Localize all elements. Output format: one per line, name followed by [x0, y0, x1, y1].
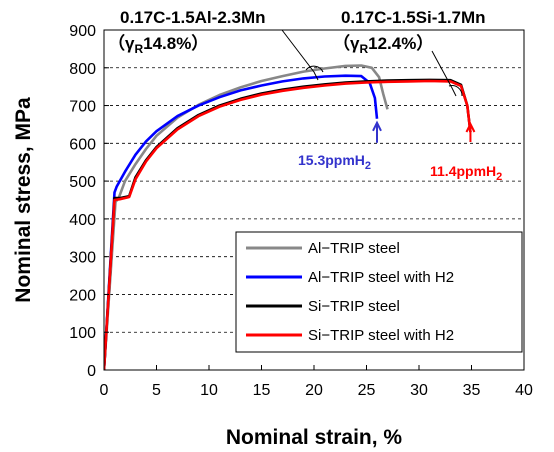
- y-tick-label: 0: [87, 363, 96, 380]
- al-gamma: （γ: [108, 33, 135, 53]
- x-tick-label: 5: [152, 382, 161, 399]
- x-tick-label: 40: [515, 382, 533, 399]
- y-tick-label: 100: [69, 325, 96, 342]
- x-axis: 0 5 10 15 20 25 30 35 40: [100, 365, 533, 399]
- y-tick-label: 600: [69, 136, 96, 153]
- y-tick-label: 500: [69, 174, 96, 191]
- al-leader-line: [281, 29, 319, 81]
- si-gamma-sub: R: [359, 42, 368, 56]
- x-tick-label: 35: [463, 382, 481, 399]
- x-tick-label: 20: [305, 382, 323, 399]
- al-h2-main: 15.3ppmH: [298, 152, 365, 168]
- x-tick-label: 10: [200, 382, 218, 399]
- x-tick-label: 15: [253, 382, 271, 399]
- legend-box: [235, 231, 523, 353]
- si-leader-arc: [448, 85, 463, 97]
- al-gamma-value: 14.8%）: [143, 33, 208, 53]
- si-composition-label: 0.17C-1.5Si-1.7Mn: [341, 8, 486, 27]
- series-line-0: [104, 64, 389, 370]
- y-tick-label: 700: [69, 99, 96, 116]
- y-tick-label: 400: [69, 212, 96, 229]
- arrow-head: [465, 121, 476, 133]
- y-tick-label: 900: [69, 23, 96, 40]
- si-h2-label: 11.4ppmH2: [430, 163, 502, 183]
- x-axis-title: Nominal strain, %: [226, 426, 403, 449]
- y-tick-label: 800: [69, 61, 96, 78]
- x-tick-label: 30: [410, 382, 428, 399]
- legend-label-2: Si−TRIP steel: [308, 298, 400, 315]
- si-gamma: （γ: [333, 33, 360, 53]
- al-gamma-sub: R: [134, 42, 143, 56]
- x-tick-label: 25: [358, 382, 376, 399]
- al-h2-arrow: [372, 120, 382, 143]
- legend-label-1: Al−TRIP steel with H2: [308, 269, 454, 286]
- series-line-1: [104, 74, 379, 370]
- legend-label-0: Al−TRIP steel: [308, 240, 400, 257]
- al-leader-arc: [305, 65, 324, 73]
- si-h2-arrow: [465, 121, 476, 142]
- al-composition-label: 0.17C-1.5Al-2.3Mn: [120, 8, 266, 27]
- legend: Al−TRIP steel Al−TRIP steel with H2 Si−TRI…: [235, 231, 523, 353]
- y-axis-title: Nominal stress, MPa: [12, 97, 35, 303]
- y-tick-label: 200: [69, 287, 96, 304]
- y-tick-label: 300: [69, 250, 96, 267]
- series-line-3: [104, 79, 472, 370]
- y-axis: 0 100 200 300 400 500 600 700 800 900: [69, 23, 109, 380]
- legend-label-3: Si−TRIP steel with H2: [308, 327, 454, 344]
- al-h2-label: 15.3ppmH2: [298, 152, 371, 172]
- si-gamma-value: 12.4%）: [368, 33, 433, 53]
- si-leader-line: [431, 50, 457, 97]
- si-retained-austenite-label: （γR12.4%）: [333, 33, 433, 56]
- al-retained-austenite-label: （γR14.8%）: [108, 33, 208, 56]
- arrow-head: [372, 120, 382, 132]
- x-tick-label: 0: [100, 382, 109, 399]
- series-lines: [104, 64, 472, 370]
- si-h2-main: 11.4ppmH: [430, 163, 496, 179]
- si-h2-sub: 2: [496, 171, 502, 183]
- al-h2-sub: 2: [365, 160, 371, 172]
